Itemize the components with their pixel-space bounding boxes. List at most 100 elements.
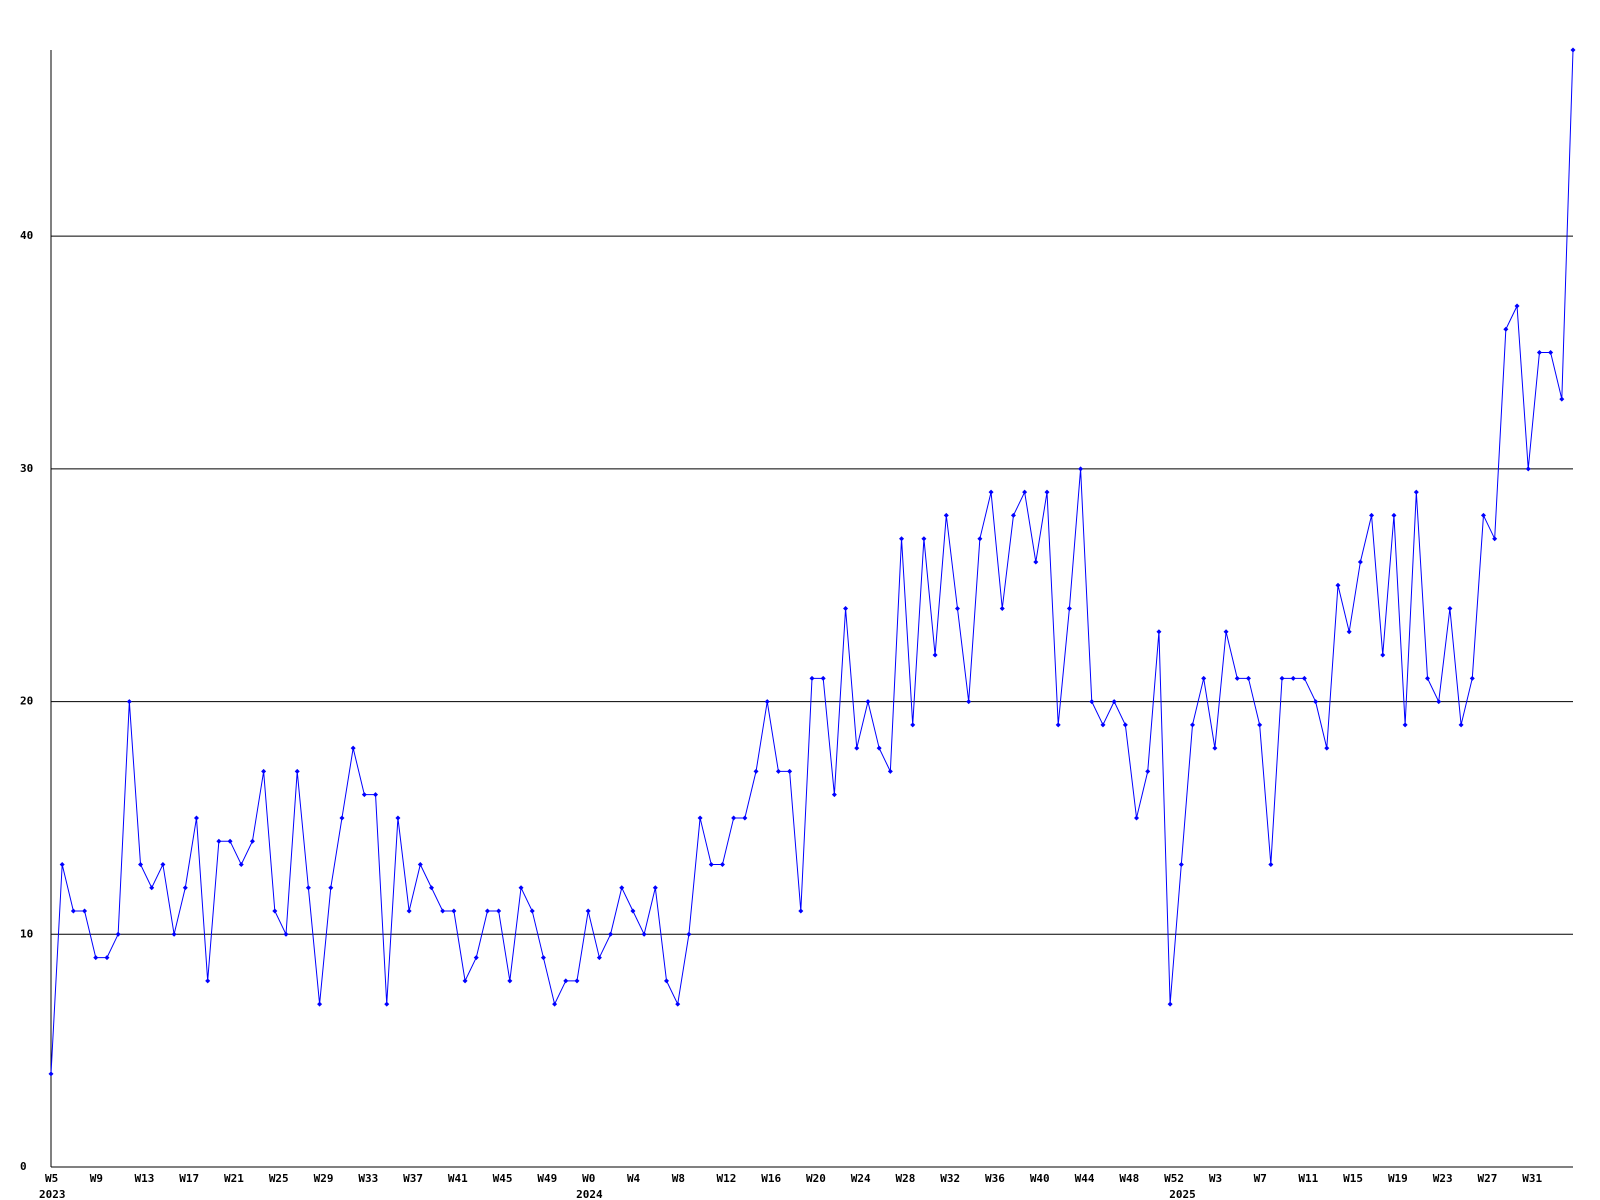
- x-tick-label: W20: [806, 1172, 826, 1185]
- data-point: [652, 885, 658, 891]
- data-point: [1480, 512, 1486, 518]
- x-tick-label: W28: [896, 1172, 916, 1185]
- data-point: [1514, 303, 1520, 309]
- data-point: [708, 861, 714, 867]
- x-tick-label: W40: [1030, 1172, 1050, 1185]
- data-point: [518, 885, 524, 891]
- x-tick-label: W16: [761, 1172, 781, 1185]
- data-point: [361, 792, 367, 798]
- data-point: [126, 699, 132, 705]
- data-point: [1234, 675, 1240, 681]
- data-point: [205, 978, 211, 984]
- data-point: [686, 931, 692, 937]
- data-point: [1055, 722, 1061, 728]
- data-point: [384, 1001, 390, 1007]
- data-point: [1391, 512, 1397, 518]
- y-tick-label: 30: [20, 462, 33, 475]
- data-point: [608, 931, 614, 937]
- data-point: [764, 699, 770, 705]
- data-point: [373, 792, 379, 798]
- data-point: [261, 768, 267, 774]
- x-tick-label: W7: [1254, 1172, 1267, 1185]
- data-point: [1313, 699, 1319, 705]
- x-tick-label: W17: [179, 1172, 199, 1185]
- x-tick-label: W5: [45, 1172, 58, 1185]
- data-point: [932, 652, 938, 658]
- data-point: [406, 908, 412, 914]
- data-point: [1190, 722, 1195, 728]
- data-point: [910, 722, 916, 728]
- data-point: [70, 908, 76, 914]
- x-tick-label: W12: [716, 1172, 736, 1185]
- year-label: 2024: [576, 1188, 603, 1200]
- data-point: [93, 955, 99, 961]
- data-point: [1245, 675, 1251, 681]
- data-point: [1156, 629, 1162, 635]
- x-tick-label: W52: [1164, 1172, 1184, 1185]
- data-point: [619, 885, 625, 891]
- data-point: [1223, 629, 1229, 635]
- data-point: [1402, 722, 1408, 728]
- data-point: [451, 908, 457, 914]
- data-point: [182, 885, 188, 891]
- data-point: [82, 908, 88, 914]
- x-tick-label: W15: [1343, 1172, 1363, 1185]
- data-point: [988, 489, 994, 495]
- y-tick-label: 10: [20, 927, 33, 940]
- data-point: [798, 908, 804, 914]
- data-point: [831, 792, 837, 798]
- data-point: [1548, 350, 1554, 356]
- data-point: [1536, 350, 1542, 356]
- data-point: [529, 908, 535, 914]
- data-point: [899, 536, 905, 542]
- data-point: [238, 861, 244, 867]
- x-tick-label: W25: [269, 1172, 289, 1185]
- data-point: [294, 768, 300, 774]
- data-point: [507, 978, 513, 984]
- data-point: [149, 885, 155, 891]
- year-label: 2025: [1169, 1188, 1196, 1200]
- data-point: [719, 861, 725, 867]
- data-point: [966, 699, 972, 705]
- data-point: [1178, 861, 1184, 867]
- y-tick-label: 40: [20, 229, 33, 242]
- data-point: [1122, 722, 1128, 728]
- x-tick-label: W33: [358, 1172, 378, 1185]
- data-point: [1413, 489, 1419, 495]
- data-point: [1167, 1001, 1173, 1007]
- data-point: [317, 1001, 323, 1007]
- data-point: [664, 978, 670, 984]
- data-point: [1066, 606, 1072, 611]
- data-point: [171, 931, 177, 937]
- data-point: [1357, 559, 1363, 565]
- data-point: [1559, 396, 1565, 402]
- data-point: [440, 908, 446, 914]
- data-point: [1201, 675, 1207, 681]
- data-point: [1335, 582, 1341, 588]
- data-point: [1010, 512, 1016, 518]
- data-point: [753, 768, 759, 774]
- x-tick-label: W44: [1075, 1172, 1095, 1185]
- data-point: [1089, 699, 1095, 705]
- data-point: [283, 931, 289, 937]
- data-point: [1145, 768, 1151, 774]
- data-point: [1044, 489, 1050, 495]
- data-point: [473, 955, 479, 961]
- data-point: [1022, 489, 1028, 495]
- x-tick-label: W31: [1522, 1172, 1542, 1185]
- data-point: [1033, 559, 1039, 565]
- data-point: [921, 536, 927, 542]
- x-tick-label: W29: [314, 1172, 334, 1185]
- data-point: [552, 1001, 558, 1007]
- y-tick-label: 0: [20, 1160, 27, 1173]
- data-point: [1257, 722, 1263, 728]
- x-tick-label: W13: [135, 1172, 155, 1185]
- data-point: [563, 978, 569, 984]
- data-point: [160, 861, 166, 867]
- data-point: [115, 931, 121, 937]
- data-point: [865, 699, 871, 705]
- data-point: [1447, 606, 1453, 611]
- data-point: [775, 768, 781, 774]
- data-point: [1279, 675, 1285, 681]
